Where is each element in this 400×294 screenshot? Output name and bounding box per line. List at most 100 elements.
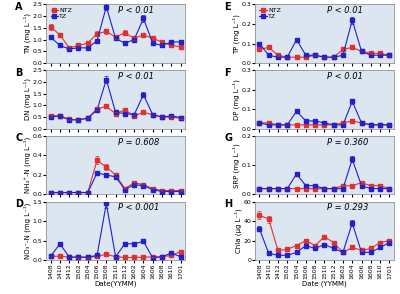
NTZ bbox=[160, 189, 164, 192]
TZ bbox=[331, 247, 336, 250]
NTZ bbox=[350, 119, 355, 123]
TZ bbox=[322, 243, 327, 246]
Legend: NTZ, TZ: NTZ, TZ bbox=[50, 8, 72, 19]
NTZ bbox=[76, 256, 81, 259]
TZ bbox=[387, 241, 392, 244]
TZ bbox=[132, 38, 136, 41]
TZ bbox=[257, 42, 262, 45]
NTZ bbox=[160, 40, 164, 44]
NTZ bbox=[378, 184, 382, 188]
TZ bbox=[387, 54, 392, 57]
TZ bbox=[294, 172, 299, 176]
TZ bbox=[160, 190, 164, 193]
NTZ bbox=[48, 114, 53, 118]
NTZ bbox=[141, 255, 146, 259]
NTZ bbox=[304, 187, 308, 191]
TZ bbox=[266, 252, 271, 255]
Line: TZ: TZ bbox=[49, 5, 182, 51]
TZ bbox=[160, 115, 164, 119]
Y-axis label: TN (mg L⁻¹): TN (mg L⁻¹) bbox=[24, 13, 31, 54]
NTZ bbox=[387, 187, 392, 191]
NTZ bbox=[132, 37, 136, 40]
TZ bbox=[169, 40, 174, 44]
NTZ bbox=[266, 121, 271, 125]
NTZ bbox=[322, 187, 327, 191]
Text: P < 0.001: P < 0.001 bbox=[118, 203, 160, 212]
NTZ bbox=[322, 123, 327, 127]
TZ bbox=[122, 188, 127, 191]
NTZ bbox=[266, 217, 271, 221]
NTZ bbox=[178, 116, 183, 120]
TZ bbox=[350, 221, 355, 225]
NTZ bbox=[340, 48, 345, 51]
TZ bbox=[378, 187, 382, 191]
TZ bbox=[368, 187, 373, 191]
TZ bbox=[322, 121, 327, 125]
TZ bbox=[132, 113, 136, 116]
TZ bbox=[304, 244, 308, 247]
TZ bbox=[350, 158, 355, 161]
Text: B: B bbox=[15, 68, 23, 78]
TZ bbox=[257, 187, 262, 191]
NTZ bbox=[122, 31, 127, 34]
NTZ bbox=[322, 56, 327, 59]
TZ bbox=[141, 240, 146, 243]
TZ bbox=[76, 46, 81, 50]
TZ bbox=[58, 191, 62, 194]
TZ bbox=[48, 115, 53, 119]
TZ bbox=[378, 54, 382, 57]
TZ bbox=[132, 183, 136, 186]
NTZ bbox=[340, 250, 345, 254]
TZ bbox=[76, 118, 81, 122]
NTZ bbox=[150, 37, 155, 40]
TZ bbox=[257, 227, 262, 231]
Text: P = 0.608: P = 0.608 bbox=[118, 138, 160, 147]
TZ bbox=[350, 18, 355, 22]
Line: NTZ: NTZ bbox=[49, 158, 182, 194]
Text: P < 0.01: P < 0.01 bbox=[118, 72, 154, 81]
NTZ bbox=[67, 255, 72, 259]
NTZ bbox=[113, 36, 118, 39]
TZ bbox=[387, 123, 392, 127]
TZ bbox=[285, 123, 290, 127]
NTZ bbox=[331, 56, 336, 59]
NTZ bbox=[95, 107, 100, 111]
NTZ bbox=[122, 108, 127, 112]
TZ bbox=[113, 175, 118, 179]
TZ bbox=[95, 254, 100, 257]
NTZ bbox=[313, 123, 318, 127]
TZ bbox=[340, 187, 345, 191]
NTZ bbox=[257, 213, 262, 217]
Y-axis label: NH₄⁺-N (mg L⁻¹): NH₄⁺-N (mg L⁻¹) bbox=[24, 137, 31, 193]
TZ bbox=[122, 242, 127, 245]
NTZ bbox=[122, 187, 127, 191]
NTZ bbox=[359, 249, 364, 252]
TZ bbox=[104, 173, 109, 177]
NTZ bbox=[85, 191, 90, 194]
NTZ bbox=[257, 48, 262, 51]
Line: NTZ: NTZ bbox=[258, 46, 391, 59]
TZ bbox=[285, 187, 290, 191]
TZ bbox=[85, 191, 90, 194]
NTZ bbox=[294, 123, 299, 127]
TZ bbox=[113, 37, 118, 40]
TZ bbox=[169, 190, 174, 193]
Line: TZ: TZ bbox=[258, 100, 391, 127]
Y-axis label: NO₃⁻-N (mg L⁻¹): NO₃⁻-N (mg L⁻¹) bbox=[24, 203, 31, 259]
NTZ bbox=[104, 253, 109, 256]
NTZ bbox=[378, 123, 382, 127]
Line: NTZ: NTZ bbox=[49, 250, 182, 259]
NTZ bbox=[150, 187, 155, 191]
NTZ bbox=[387, 239, 392, 242]
Text: A: A bbox=[15, 2, 23, 12]
NTZ bbox=[178, 189, 183, 192]
TZ bbox=[67, 255, 72, 259]
TZ bbox=[104, 202, 109, 205]
TZ bbox=[359, 250, 364, 254]
NTZ bbox=[169, 115, 174, 119]
NTZ bbox=[58, 255, 62, 258]
Line: TZ: TZ bbox=[49, 171, 182, 194]
TZ bbox=[313, 247, 318, 250]
Text: E: E bbox=[224, 2, 231, 12]
NTZ bbox=[85, 41, 90, 45]
